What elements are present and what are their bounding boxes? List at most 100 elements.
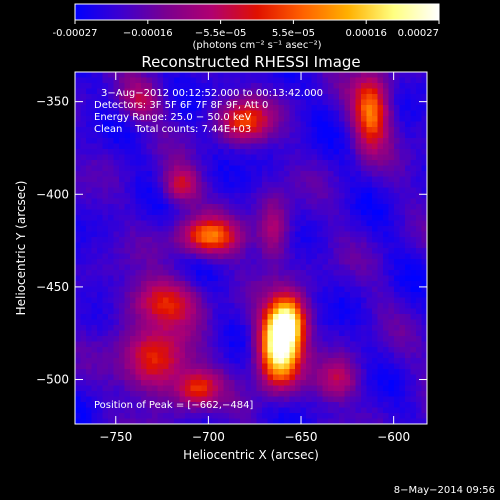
heatmap-cell [146,77,153,84]
heatmap-cell [383,413,390,420]
heatmap-cell [86,369,93,376]
heatmap-cell [322,336,329,343]
heatmap-cell [218,281,225,288]
heatmap-cell [229,385,236,392]
heatmap-cell [141,204,148,211]
heatmap-cell [394,253,401,260]
heatmap-cell [361,176,368,183]
heatmap-cell [399,94,406,101]
heatmap-cell [86,231,93,238]
heatmap-cell [300,319,307,326]
heatmap-cell [168,418,175,424]
heatmap-cell [196,330,203,337]
heatmap-cell [135,391,142,398]
heatmap-cell [317,105,324,112]
heatmap-cell [416,198,423,205]
heatmap-cell [361,160,368,167]
heatmap-cell [355,143,362,150]
heatmap-cell [179,160,186,167]
heatmap-cell [284,215,291,222]
heatmap-cell [174,385,181,392]
heatmap-cell [141,325,148,332]
heatmap-cell [322,182,329,189]
heatmap-cell [174,121,181,128]
heatmap-cell [333,308,340,315]
heatmap-cell [399,127,406,134]
heatmap-cell [289,193,296,200]
heatmap-cell [119,380,126,387]
heatmap-cell [273,385,280,392]
heatmap-cell [372,237,379,244]
heatmap-cell [185,385,192,392]
heatmap-cell [350,325,357,332]
heatmap-cell [317,242,324,249]
heatmap-cell [223,193,230,200]
heatmap-cell [141,292,148,299]
heatmap-cell [306,132,313,139]
heatmap-cell [207,314,214,321]
heatmap-cell [86,176,93,183]
heatmap-cell [267,391,274,398]
heatmap-cell [108,352,115,359]
heatmap-cell [355,215,362,222]
heatmap-cell [152,138,159,145]
heatmap-cell [229,72,236,79]
heatmap-cell [146,198,153,205]
heatmap-cell [223,94,230,101]
heatmap-cell [372,110,379,117]
heatmap-cell [190,281,197,288]
heatmap-cell [339,319,346,326]
heatmap-cell [317,187,324,194]
heatmap-cell [311,253,318,260]
heatmap-cell [322,314,329,321]
heatmap-cell [328,264,335,271]
heatmap-cell [267,281,274,288]
heatmap-cell [135,237,142,244]
heatmap-cell [207,143,214,150]
heatmap-cell [273,286,280,293]
heatmap-cell [421,138,427,145]
heatmap-cell [218,116,225,123]
heatmap-cell [300,116,307,123]
heatmap-cell [399,132,406,139]
heatmap-cell [240,413,247,420]
heatmap-cell [223,176,230,183]
heatmap-cell [196,127,203,134]
heatmap-cell [289,215,296,222]
heatmap-cell [317,347,324,354]
heatmap-cell [267,242,274,249]
heatmap-cell [405,286,412,293]
heatmap-cell [267,138,274,145]
heatmap-cell [207,220,214,227]
heatmap-cell [262,176,269,183]
heatmap-cell [102,292,109,299]
heatmap-cell [273,198,280,205]
heatmap-cell [234,418,241,424]
heatmap-cell [185,94,192,101]
heatmap-cell [333,281,340,288]
heatmap-cell [135,374,142,381]
heatmap-cell [405,143,412,150]
heatmap-cell [410,347,417,354]
heatmap-cell [135,352,142,359]
heatmap-cell [267,110,274,117]
heatmap-cell [240,165,247,172]
heatmap-cell [300,187,307,194]
heatmap-cell [273,165,280,172]
heatmap-cell [350,110,357,117]
heatmap-cell [284,297,291,304]
heatmap-cell [223,237,230,244]
heatmap-cell [97,105,104,112]
heatmap-cell [421,226,427,233]
heatmap-cell [174,369,181,376]
heatmap-cell [168,182,175,189]
heatmap-cell [339,187,346,194]
heatmap-cell [245,193,252,200]
heatmap-cell [289,253,296,260]
heatmap-cell [91,116,98,123]
heatmap-cell [234,182,241,189]
heatmap-cell [185,138,192,145]
heatmap-cell [251,242,258,249]
heatmap-cell [152,116,159,123]
heatmap-cell [251,116,258,123]
